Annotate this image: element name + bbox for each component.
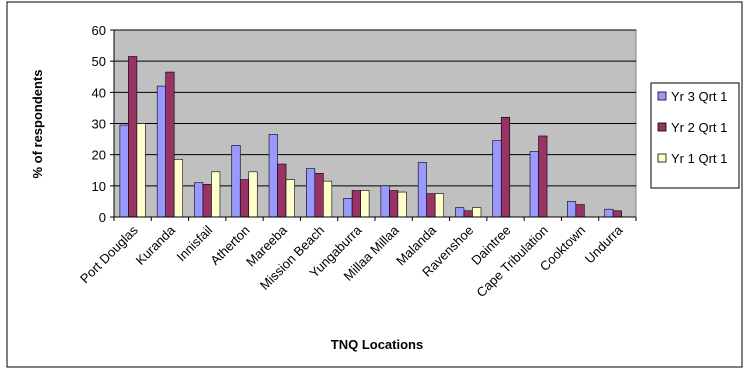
bar — [323, 180, 333, 218]
bar — [314, 173, 324, 218]
bar — [397, 191, 407, 218]
bar — [351, 190, 361, 218]
bar — [277, 163, 287, 218]
bar — [575, 204, 585, 218]
bar — [268, 134, 278, 218]
legend-swatch — [657, 153, 667, 163]
bar — [343, 198, 353, 218]
x-axis-title: TNQ Locations — [331, 337, 423, 352]
bar — [455, 207, 465, 218]
bar — [239, 179, 250, 218]
bar — [380, 185, 390, 218]
bar — [211, 171, 221, 218]
bar — [119, 124, 129, 218]
y-tick-label: 30 — [92, 117, 106, 132]
legend-swatch — [657, 122, 667, 132]
bar — [426, 193, 436, 218]
bar — [194, 182, 204, 218]
y-tick-label: 0 — [99, 210, 106, 225]
bar — [360, 190, 370, 218]
bar — [417, 162, 427, 218]
bar — [612, 210, 622, 218]
bar — [389, 190, 399, 218]
bar — [202, 183, 212, 218]
bar — [165, 71, 175, 218]
y-tick-label: 40 — [92, 85, 106, 100]
bar — [231, 145, 241, 218]
bar — [538, 135, 548, 218]
y-tick-label: 50 — [92, 54, 106, 69]
legend: Yr 3 Qrt 1 Yr 2 Qrt 1 Yr 1 Qrt 1 — [650, 82, 740, 189]
bar — [285, 179, 295, 218]
bar — [306, 168, 316, 218]
y-tick-label: 10 — [92, 179, 106, 194]
bar — [136, 123, 146, 218]
bar — [604, 208, 614, 218]
bar — [500, 116, 511, 218]
bar — [472, 207, 482, 218]
legend-box — [650, 82, 740, 189]
y-axis-title: % of respondents — [30, 69, 45, 178]
bar — [463, 210, 473, 218]
y-tick-label: 60 — [92, 23, 106, 38]
bar — [173, 159, 183, 218]
bar — [434, 193, 444, 218]
bar — [156, 85, 166, 218]
legend-label: Yr 1 Qrt 1 — [671, 151, 727, 166]
y-axis: 0 10 20 30 40 50 60 — [92, 23, 115, 225]
bar — [529, 151, 539, 218]
y-tick-label: 20 — [92, 148, 106, 163]
bar — [128, 56, 138, 218]
legend-swatch — [657, 91, 667, 101]
bar — [567, 201, 577, 218]
legend-label: Yr 2 Qrt 1 — [671, 120, 727, 135]
legend-label: Yr 3 Qrt 1 — [671, 89, 727, 104]
bar — [248, 171, 258, 218]
bar — [492, 140, 502, 218]
